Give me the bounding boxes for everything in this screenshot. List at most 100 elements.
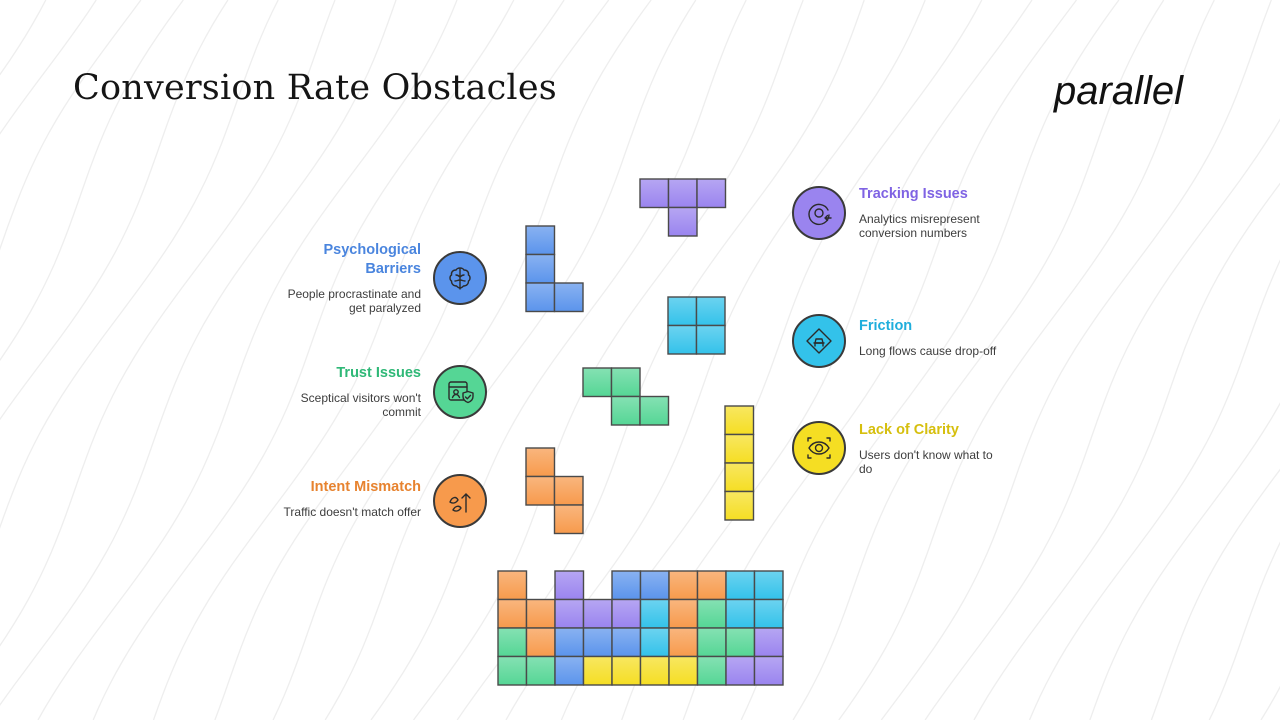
psychological-l-piece-cell xyxy=(525,253,556,284)
obstacle-label-trust-issues: Trust Issues Sceptical visitors won't co… xyxy=(241,364,421,419)
tracking-t-piece-cell xyxy=(667,178,698,209)
stack-cell xyxy=(696,570,727,601)
stack-cell xyxy=(582,655,613,686)
obstacle-title: Psychological Barriers xyxy=(323,242,421,277)
svg-text:parallel: parallel xyxy=(1053,69,1184,113)
friction-o-piece-cell xyxy=(695,296,726,327)
clarity-i-piece-cell xyxy=(724,490,755,521)
brain-icon xyxy=(449,267,471,290)
background-wave-line xyxy=(370,0,747,720)
stack-cell xyxy=(497,598,528,629)
stack-cell xyxy=(554,598,585,629)
intent-mismatch-badge xyxy=(433,474,487,528)
stack-cell xyxy=(497,655,528,686)
obstacle-desc: People procrastinate and get paralyzed xyxy=(287,287,421,315)
stack-cell xyxy=(611,598,642,629)
background-wave-line xyxy=(272,0,652,720)
stack-cell xyxy=(525,627,556,658)
stack-cell xyxy=(611,570,642,601)
obstacle-title: Tracking Issues xyxy=(859,186,968,202)
obstacle-title: Lack of Clarity xyxy=(859,422,959,438)
friction-o-piece-cell xyxy=(695,324,726,355)
stack-cell xyxy=(639,627,670,658)
stack-cell xyxy=(554,655,585,686)
clarity-i-piece-cell xyxy=(724,462,755,493)
parallel-logo: parallel xyxy=(1053,69,1184,113)
obstacle-title: Intent Mismatch xyxy=(310,479,421,495)
stack-cell xyxy=(725,570,756,601)
background-wave-line xyxy=(838,0,1215,720)
stack-cell xyxy=(668,570,699,601)
obstacle-title: Trust Issues xyxy=(336,365,421,381)
background-wave-line xyxy=(214,0,610,720)
stack-cell xyxy=(725,598,756,629)
stack-cell xyxy=(725,655,756,686)
obstacle-label-friction: Friction Long flows cause drop-off xyxy=(859,317,1039,358)
eye-icon xyxy=(807,437,831,459)
trust-z-piece-cell xyxy=(639,395,670,426)
intent-s-piece-cell xyxy=(553,475,584,506)
stack-cell xyxy=(497,570,528,601)
obstacle-desc: Sceptical visitors won't commit xyxy=(300,391,421,419)
background-wave-line xyxy=(0,0,279,529)
clarity-i-piece-cell xyxy=(724,405,755,436)
psychological-barriers-badge xyxy=(433,251,487,305)
background-wave-line xyxy=(37,0,458,720)
stack-cell xyxy=(696,627,727,658)
stack-cell xyxy=(525,655,556,686)
stack-cell xyxy=(582,598,613,629)
stack-cell xyxy=(525,598,556,629)
tracking-issues-badge xyxy=(792,186,846,240)
background-wave-line xyxy=(880,0,1272,720)
friction-badge xyxy=(792,314,846,368)
split-arrow-icon xyxy=(449,493,471,513)
trust-z-piece-cell xyxy=(610,395,641,426)
stack-cell xyxy=(668,627,699,658)
background-wave-line xyxy=(324,0,697,720)
stack-cell xyxy=(554,627,585,658)
background-wave-line xyxy=(0,0,97,135)
background-wave-line xyxy=(92,0,515,720)
stack-cell xyxy=(639,598,670,629)
background-wave-line xyxy=(1089,402,1280,720)
background-wave-line xyxy=(792,0,1165,720)
stack-cell xyxy=(696,655,727,686)
background-wave-line xyxy=(0,0,229,421)
stack-cell xyxy=(725,627,756,658)
stack-cell xyxy=(668,655,699,686)
tracking-t-piece-cell xyxy=(696,178,727,209)
friction-o-piece-cell xyxy=(667,324,698,355)
slide-title: Conversion Rate Obstacles xyxy=(73,68,557,108)
background-wave-line xyxy=(740,0,1120,720)
obstacle-label-psychological-barriers: Psychological Barriers People procrastin… xyxy=(241,241,421,315)
stack-cell xyxy=(668,598,699,629)
stack-cell xyxy=(696,598,727,629)
obstacle-label-intent-mismatch: Intent Mismatch Traffic doesn't match of… xyxy=(241,478,421,519)
stack-cell xyxy=(753,655,784,686)
background-wave-line xyxy=(1028,259,1280,720)
background-wave-line xyxy=(412,0,804,720)
intent-s-piece-cell xyxy=(553,504,584,535)
obstacle-desc: Analytics misrepresent conversion number… xyxy=(859,212,980,240)
trust-issues-badge xyxy=(433,365,487,419)
obstacle-desc: Traffic doesn't match offer xyxy=(283,505,421,519)
stack-cell xyxy=(753,598,784,629)
obstacle-label-tracking-issues: Tracking Issues Analytics misrepresent c… xyxy=(859,185,1039,240)
psychological-l-piece-cell xyxy=(553,282,584,313)
stack-cell xyxy=(611,627,642,658)
friction-o-piece-cell xyxy=(667,296,698,327)
obstacle-desc: Users don't know what to do xyxy=(859,448,993,476)
background-wave-line xyxy=(0,0,397,706)
stack-cell xyxy=(582,627,613,658)
stack-cell xyxy=(753,627,784,658)
lack-of-clarity-badge xyxy=(792,421,846,475)
stack-cell xyxy=(639,570,670,601)
clarity-i-piece-cell xyxy=(724,433,755,464)
tracking-target-icon xyxy=(808,203,832,226)
trust-z-piece-cell xyxy=(582,367,613,398)
stack-cell xyxy=(753,570,784,601)
tracking-t-piece-cell xyxy=(667,206,698,237)
background-wave-line xyxy=(973,182,1280,720)
